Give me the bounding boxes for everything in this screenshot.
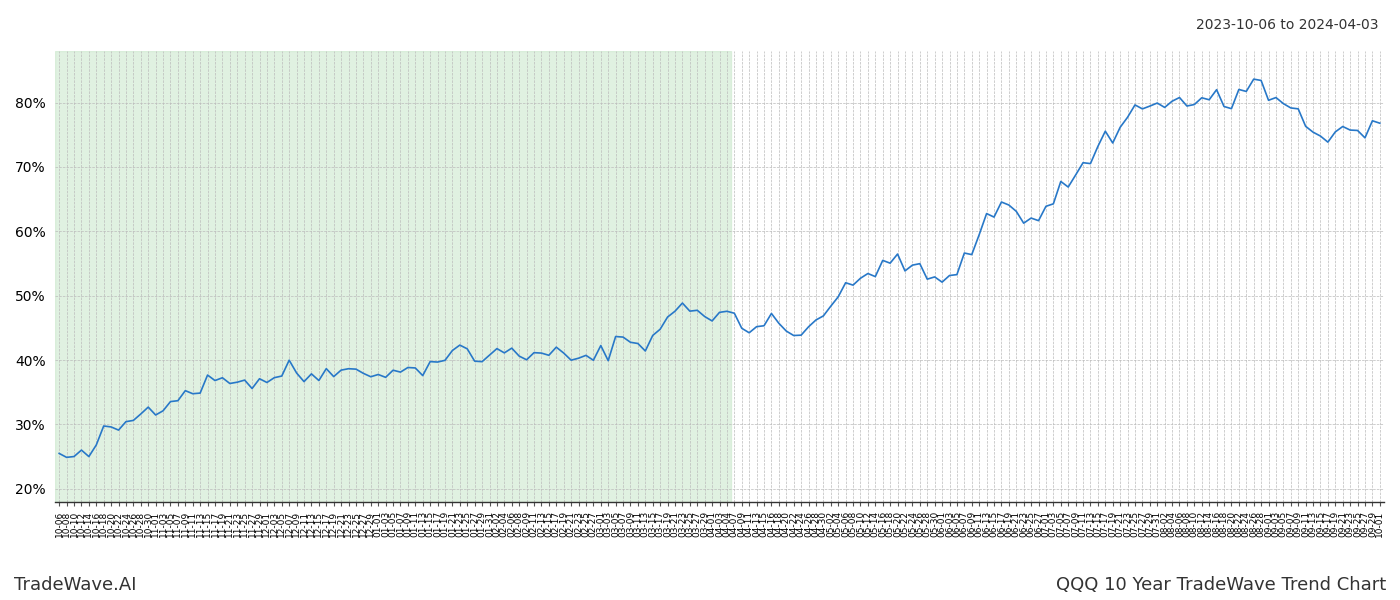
Text: TradeWave.AI: TradeWave.AI xyxy=(14,576,137,594)
Text: QQQ 10 Year TradeWave Trend Chart: QQQ 10 Year TradeWave Trend Chart xyxy=(1056,576,1386,594)
Bar xyxy=(56,51,731,502)
Text: 2023-10-06 to 2024-04-03: 2023-10-06 to 2024-04-03 xyxy=(1197,18,1379,32)
